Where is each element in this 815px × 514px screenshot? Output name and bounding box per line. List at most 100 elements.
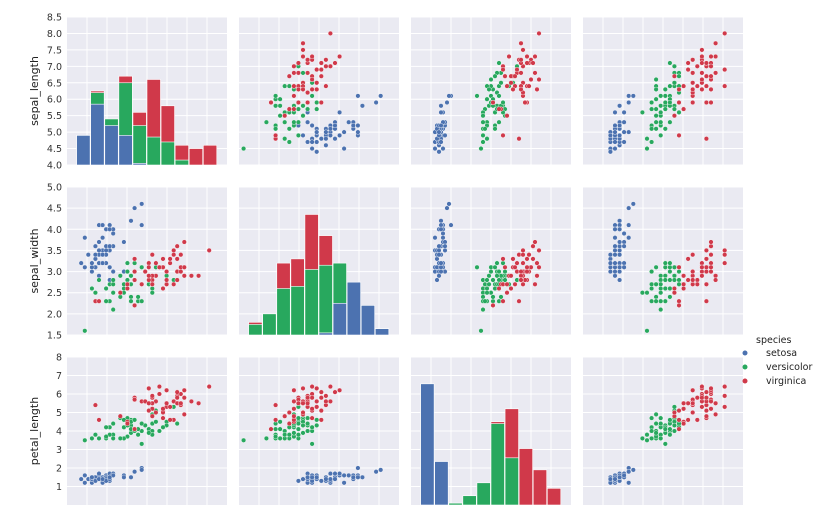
scatter-point-virginica xyxy=(694,281,700,287)
scatter-point-versicolor xyxy=(314,422,320,428)
scatter-point-virginica xyxy=(708,54,714,60)
scatter-point-versicolor xyxy=(667,269,673,275)
y-tick-label: 5.0 xyxy=(47,128,62,139)
panel-sepal_width-petal_length xyxy=(411,186,571,336)
scatter-point-virginica xyxy=(178,269,184,275)
scatter-point-versicolor xyxy=(492,264,498,270)
scatter-point-virginica xyxy=(305,90,311,96)
scatter-point-versicolor xyxy=(480,132,486,138)
y-tick-label: 6 xyxy=(56,390,62,401)
scatter-point-setosa xyxy=(621,260,627,266)
scatter-point-virginica xyxy=(671,290,677,296)
scatter-point-setosa xyxy=(617,239,623,245)
scatter-point-virginica xyxy=(174,243,180,249)
scatter-point-virginica xyxy=(181,387,187,393)
scatter-point-virginica xyxy=(273,417,279,423)
scatter-point-virginica xyxy=(699,76,705,82)
panel-petal_length-petal_width xyxy=(583,356,743,505)
scatter-point-setosa xyxy=(314,139,320,145)
scatter-point-setosa xyxy=(607,264,613,270)
scatter-point-virginica xyxy=(295,60,301,66)
scatter-point-versicolor xyxy=(658,132,664,138)
scatter-point-versicolor xyxy=(132,417,138,423)
scatter-point-versicolor xyxy=(103,298,109,304)
scatter-point-virginica xyxy=(309,406,315,412)
scatter-point-setosa xyxy=(617,226,623,232)
scatter-point-versicolor xyxy=(82,437,88,443)
scatter-point-virginica xyxy=(286,106,292,112)
scatter-point-setosa xyxy=(442,239,448,245)
scatter-point-setosa xyxy=(432,146,438,152)
scatter-point-setosa xyxy=(96,247,102,253)
scatter-point-virginica xyxy=(676,132,682,138)
scatter-point-setosa xyxy=(107,222,113,228)
scatter-point-versicolor xyxy=(639,290,645,296)
scatter-point-versicolor xyxy=(649,286,655,292)
scatter-point-versicolor xyxy=(132,260,138,266)
scatter-point-versicolor xyxy=(314,99,320,105)
scatter-point-virginica xyxy=(699,273,705,279)
scatter-point-virginica xyxy=(526,252,532,258)
scatter-point-virginica xyxy=(722,252,728,258)
scatter-point-setosa xyxy=(82,264,88,270)
scatter-point-virginica xyxy=(300,400,306,406)
scatter-point-versicolor xyxy=(478,146,484,152)
scatter-point-versicolor xyxy=(314,417,320,423)
scatter-point-versicolor xyxy=(305,106,311,112)
scatter-point-virginica xyxy=(286,73,292,79)
scatter-point-virginica xyxy=(146,260,152,266)
scatter-point-versicolor xyxy=(282,83,288,89)
scatter-point-versicolor xyxy=(658,277,664,283)
scatter-point-setosa xyxy=(436,243,442,249)
scatter-point-versicolor xyxy=(496,60,502,66)
scatter-point-virginica xyxy=(703,389,709,395)
scatter-point-virginica xyxy=(295,400,301,406)
scatter-point-setosa xyxy=(332,122,338,128)
panel-petal_length-sepal_length xyxy=(67,356,227,505)
scatter-point-virginica xyxy=(92,402,98,408)
scatter-point-setosa xyxy=(607,149,613,155)
scatter-point-setosa xyxy=(617,269,623,275)
scatter-point-setosa xyxy=(607,256,613,262)
scatter-point-setosa xyxy=(448,222,454,228)
scatter-point-virginica xyxy=(124,286,130,292)
scatter-point-virginica xyxy=(305,57,311,63)
scatter-point-versicolor xyxy=(671,404,677,410)
legend: species setosa versicolor virginica xyxy=(742,335,812,387)
scatter-point-virginica xyxy=(699,60,705,66)
scatter-point-setosa xyxy=(444,205,450,211)
panel-sepal_width-petal_width xyxy=(583,186,743,336)
scatter-point-virginica xyxy=(671,410,677,416)
scatter-point-setosa xyxy=(96,273,102,279)
scatter-point-versicolor xyxy=(160,424,166,430)
scatter-point-versicolor xyxy=(649,99,655,105)
scatter-point-virginica xyxy=(318,389,324,395)
scatter-point-virginica xyxy=(536,264,542,270)
scatter-point-setosa xyxy=(314,474,320,480)
scatter-point-versicolor xyxy=(667,119,673,125)
scatter-point-versicolor xyxy=(486,273,492,279)
hist-bar-versicolor xyxy=(146,136,161,166)
hist-bar-setosa xyxy=(104,125,119,166)
scatter-point-setosa xyxy=(350,474,356,480)
scatter-point-virginica xyxy=(323,83,329,89)
scatter-point-setosa xyxy=(100,260,106,266)
scatter-point-versicolor xyxy=(484,277,490,283)
scatter-point-setosa xyxy=(82,480,88,486)
scatter-point-versicolor xyxy=(291,119,297,125)
scatter-point-virginica xyxy=(676,426,682,432)
scatter-point-versicolor xyxy=(498,294,504,300)
scatter-point-versicolor xyxy=(639,109,645,115)
scatter-point-setosa xyxy=(355,474,361,480)
scatter-point-setosa xyxy=(100,476,106,482)
scatter-point-virginica xyxy=(504,113,510,119)
scatter-point-versicolor xyxy=(263,435,269,441)
panel-petal_length-sepal_width xyxy=(239,356,399,505)
scatter-point-virginica xyxy=(676,302,682,308)
scatter-point-setosa xyxy=(327,132,333,138)
scatter-point-virginica xyxy=(282,413,288,419)
scatter-point-virginica xyxy=(171,281,177,287)
scatter-point-versicolor xyxy=(500,99,506,105)
scatter-point-versicolor xyxy=(277,419,283,425)
scatter-point-virginica xyxy=(286,421,292,427)
